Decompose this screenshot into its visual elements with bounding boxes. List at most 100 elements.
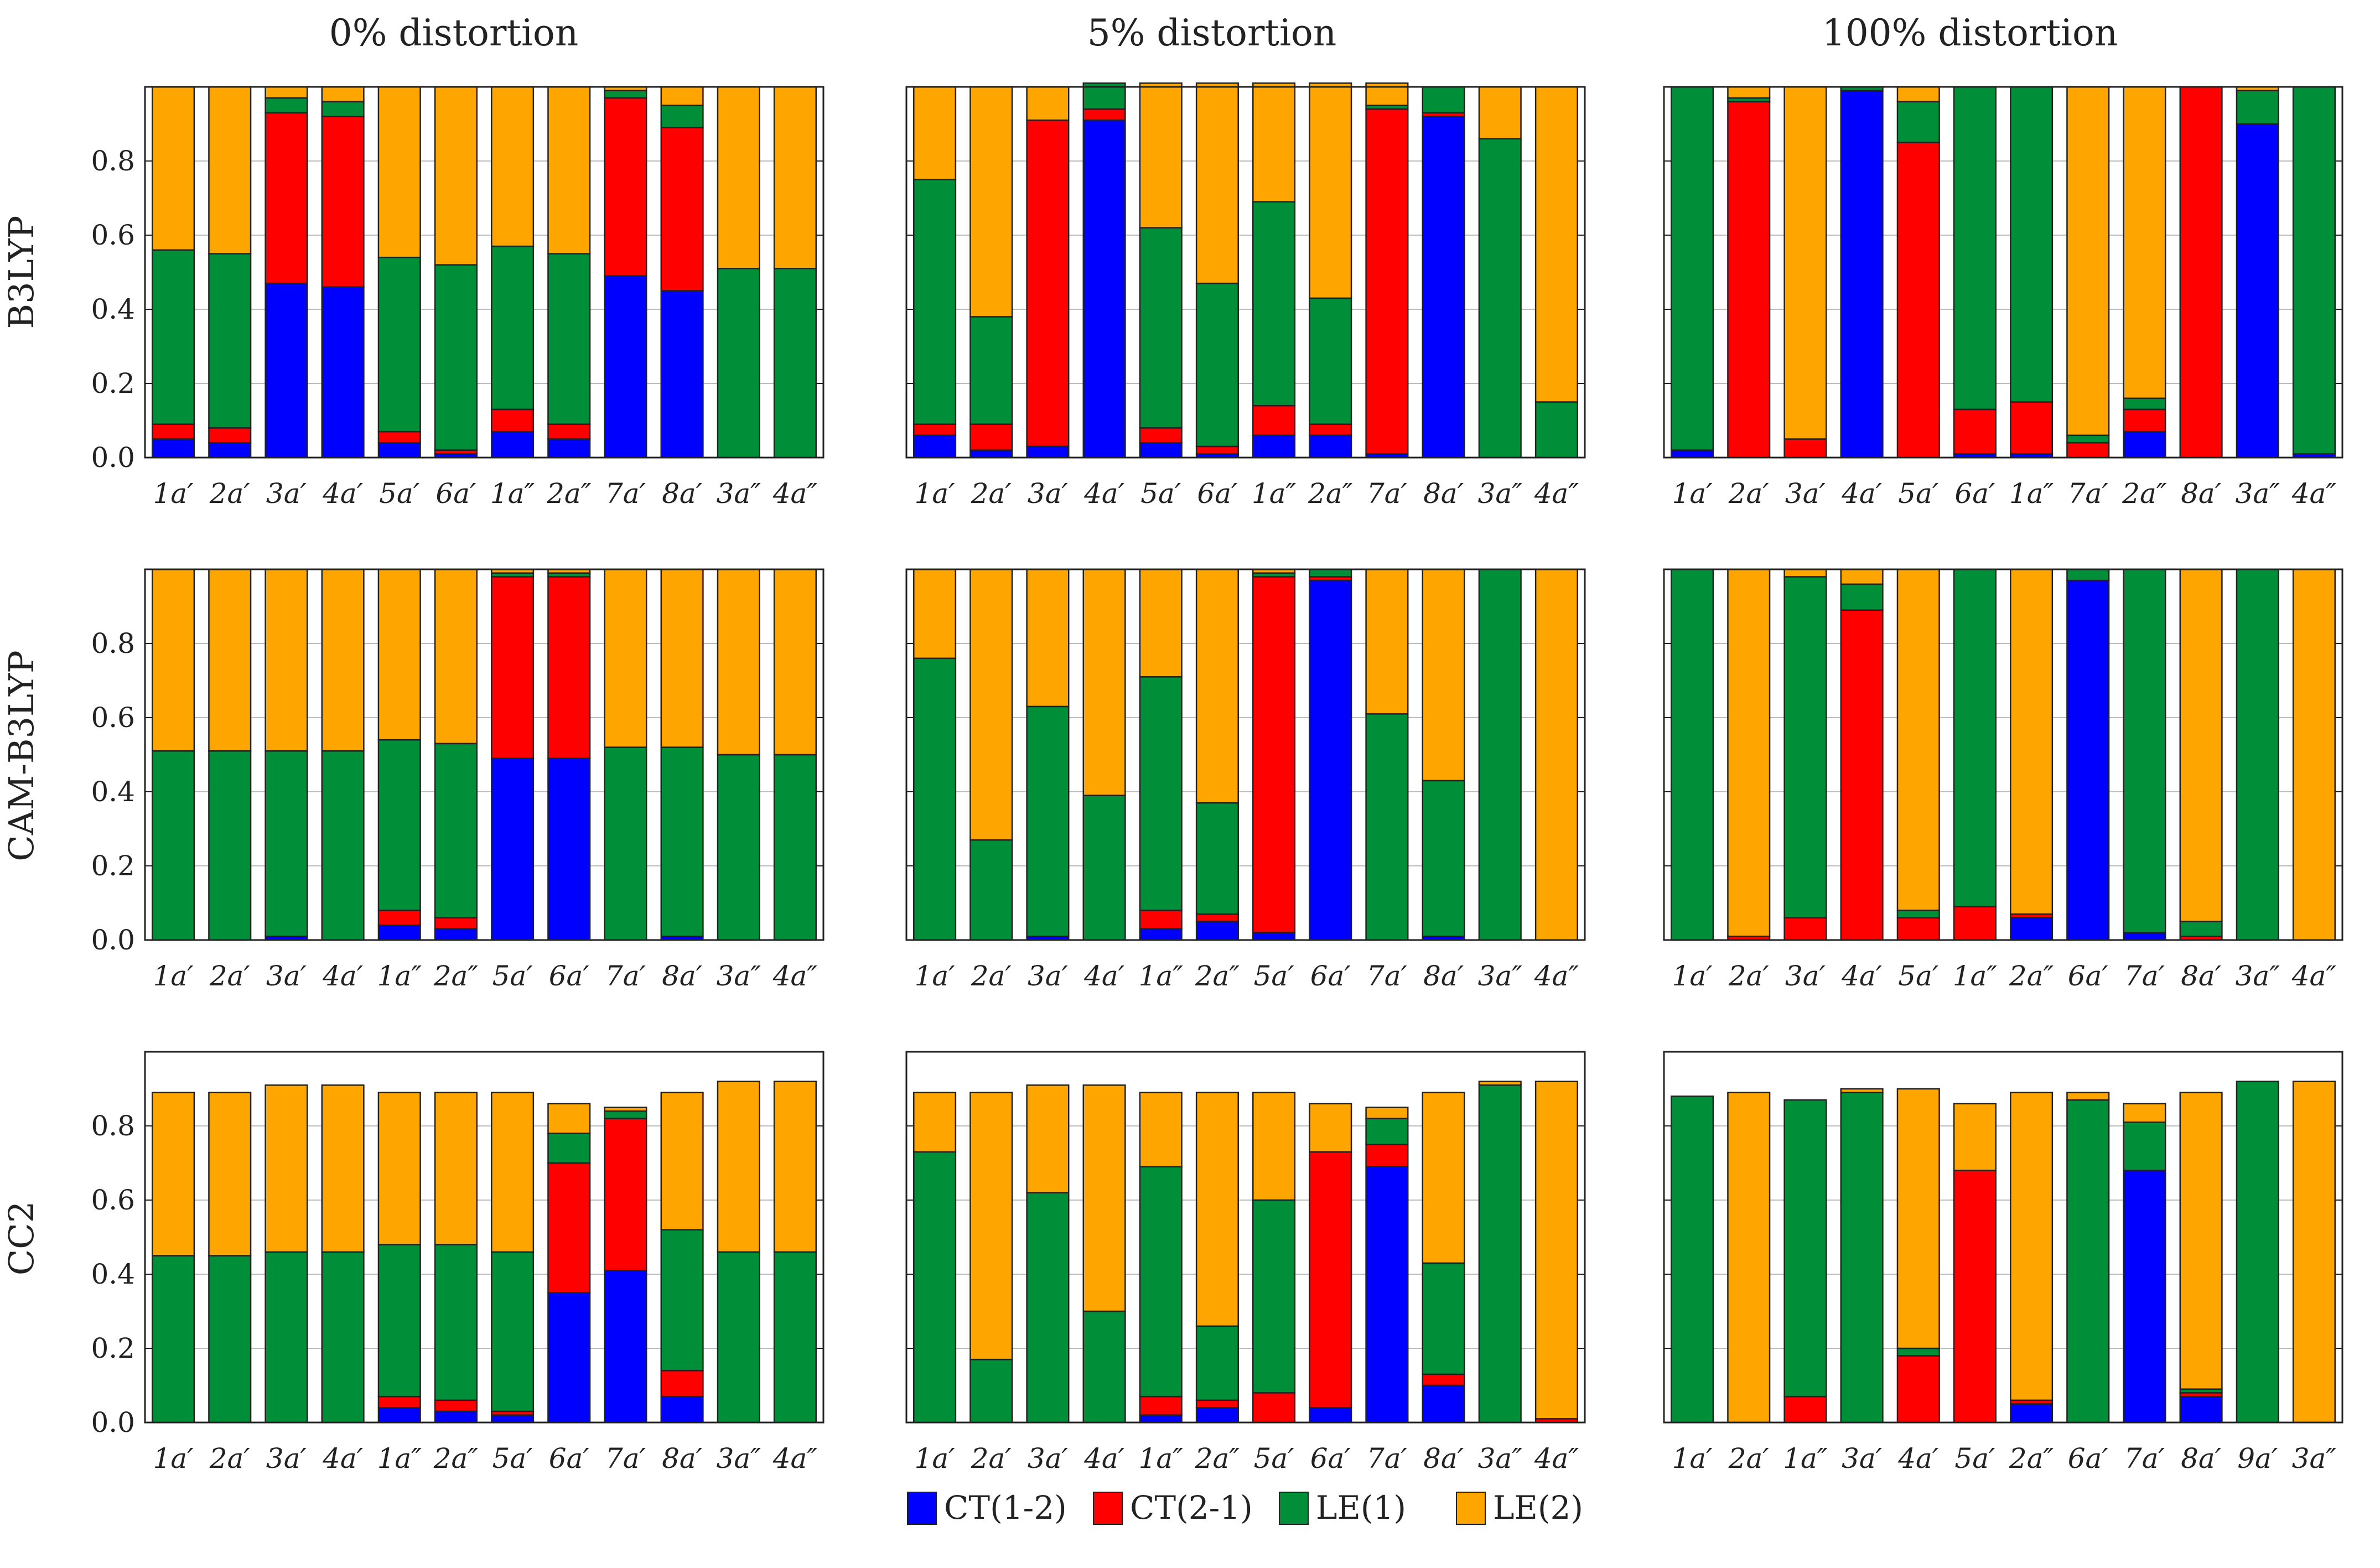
- y-tick-label: 0.0: [91, 442, 135, 474]
- bar-segment: [265, 750, 308, 937]
- bar-segment: [1783, 917, 1827, 941]
- bar-segment: [969, 839, 1013, 941]
- y-tick-label: 0.2: [91, 850, 135, 882]
- bar-segment: [2292, 86, 2336, 455]
- x-tick-label: 4a′: [322, 960, 364, 992]
- bar-segment: [604, 275, 647, 459]
- bar-segment: [1026, 86, 1070, 121]
- bar-segment: [1139, 568, 1183, 678]
- x-tick-label: 4a′: [1083, 1442, 1125, 1474]
- bar-segment: [1840, 90, 1884, 459]
- bar-segment: [913, 1092, 957, 1153]
- bar-segment: [2066, 568, 2110, 581]
- x-tick-label: 2a′: [971, 1442, 1012, 1474]
- legend: CT(1-2) CT(2-1) LE(1) LE(2): [907, 1489, 1583, 1527]
- y-tick-label: 0.4: [91, 1258, 135, 1290]
- bar-segment: [491, 757, 535, 941]
- bar-segment: [969, 86, 1013, 318]
- x-tick-label: 3a′: [266, 477, 307, 510]
- bar-segment: [1252, 434, 1296, 459]
- bar-segment: [1783, 86, 1827, 440]
- bar-segment: [434, 568, 478, 745]
- x-tick-label: 7a′: [1367, 1442, 1408, 1474]
- x-tick-label: 3a′: [1785, 477, 1826, 510]
- column-titles: 0% distortion 5% distortion 100% distort…: [329, 12, 2118, 54]
- bar-segment: [208, 1092, 252, 1257]
- bar-segment: [1026, 1192, 1070, 1424]
- bar-segment: [1082, 795, 1126, 941]
- bar-segment: [604, 97, 647, 277]
- bar-segment: [321, 750, 365, 941]
- bar-segment: [1139, 928, 1183, 941]
- x-tick-label: 5a′: [379, 477, 420, 510]
- bar-segment: [1082, 1310, 1126, 1424]
- row-label-2: CC2: [1, 1201, 42, 1275]
- x-tick-label: 1a′: [1672, 960, 1713, 992]
- bar-segment: [913, 1151, 957, 1424]
- x-tick-label: 4a″: [2291, 477, 2337, 510]
- bar-segment: [2179, 1092, 2223, 1390]
- bar-segment: [1671, 86, 1714, 451]
- bar-segment: [1139, 427, 1183, 444]
- bar-segment: [773, 268, 817, 459]
- bar-segment: [1309, 1103, 1352, 1153]
- legend-swatch: [1456, 1492, 1486, 1525]
- x-tick-label: 4a″: [1534, 1442, 1579, 1474]
- bar-segment: [491, 576, 535, 759]
- x-tick-label: 1a″: [1139, 1442, 1184, 1474]
- bar-segment: [1252, 1392, 1296, 1424]
- x-tick-label: 2a″: [2009, 1442, 2054, 1474]
- bar-segment: [913, 568, 957, 660]
- legend-item: CT(1-2): [907, 1489, 1067, 1527]
- x-tick-label: 5a′: [1254, 1442, 1295, 1474]
- bar-segment: [2123, 408, 2166, 433]
- bar-segment: [434, 1410, 478, 1424]
- bar-segment: [1309, 1151, 1352, 1409]
- x-tick-label: 5a′: [1954, 1442, 1995, 1474]
- x-tick-label: 7a′: [605, 1442, 646, 1474]
- bar-segment: [1195, 913, 1239, 922]
- bar-segment: [1478, 1084, 1522, 1424]
- bar-segment: [1783, 1099, 1827, 1398]
- bar-segment: [1365, 568, 1409, 715]
- y-tick-label: 0.6: [91, 219, 135, 251]
- x-tick-label: 4a′: [1083, 960, 1125, 992]
- x-tick-label: 1a′: [1672, 1442, 1713, 1474]
- y-tick-label: 0.0: [91, 924, 135, 956]
- panel-2: 1a′ 2a′ 3a′ 4a′ 5a′ 6a′ 1a″ 7a′ 2a″ 8a′ 3a″ 4a″: [1663, 86, 2343, 510]
- x-tick-label: 2a″: [1308, 477, 1353, 510]
- panel-frame: [1663, 86, 2343, 459]
- bar-segment: [2179, 921, 2223, 937]
- bar-segment: [1026, 568, 1070, 708]
- panel-frame: [144, 1051, 825, 1424]
- bar-segment: [1840, 583, 1884, 611]
- bar-segment: [1422, 780, 1465, 937]
- bar-segment: [321, 86, 365, 103]
- bar-segment: [1365, 1166, 1409, 1424]
- bar-segment: [1840, 609, 1884, 941]
- legend-swatch: [1093, 1492, 1123, 1525]
- x-tick-label: 1a″: [1953, 960, 1998, 992]
- bar-segment: [1671, 449, 1714, 459]
- bar-segment: [604, 1118, 647, 1271]
- x-tick-label: 3a′: [1028, 960, 1069, 992]
- bar-segment: [2123, 1170, 2166, 1424]
- bar-segment: [152, 1255, 195, 1424]
- bar-segment: [377, 924, 421, 941]
- y-tick-label: 0.8: [91, 145, 135, 177]
- bar-segment: [2123, 568, 2166, 933]
- bar-segment: [434, 1399, 478, 1413]
- column-title-0: 0% distortion: [329, 12, 579, 54]
- bar-segment: [913, 86, 957, 180]
- bar-segment: [2236, 90, 2279, 125]
- bar-segment: [1195, 1406, 1239, 1424]
- x-tick-label: 6a′: [1197, 477, 1238, 510]
- x-tick-label: 5a′: [1254, 960, 1295, 992]
- bar-segment: [773, 1251, 817, 1424]
- bar-segment: [660, 746, 704, 937]
- column-title-1: 5% distortion: [1087, 12, 1337, 54]
- bar-segment: [1309, 82, 1352, 299]
- x-tick-label: 2a″: [2122, 477, 2167, 510]
- bar-segment: [1840, 568, 1884, 585]
